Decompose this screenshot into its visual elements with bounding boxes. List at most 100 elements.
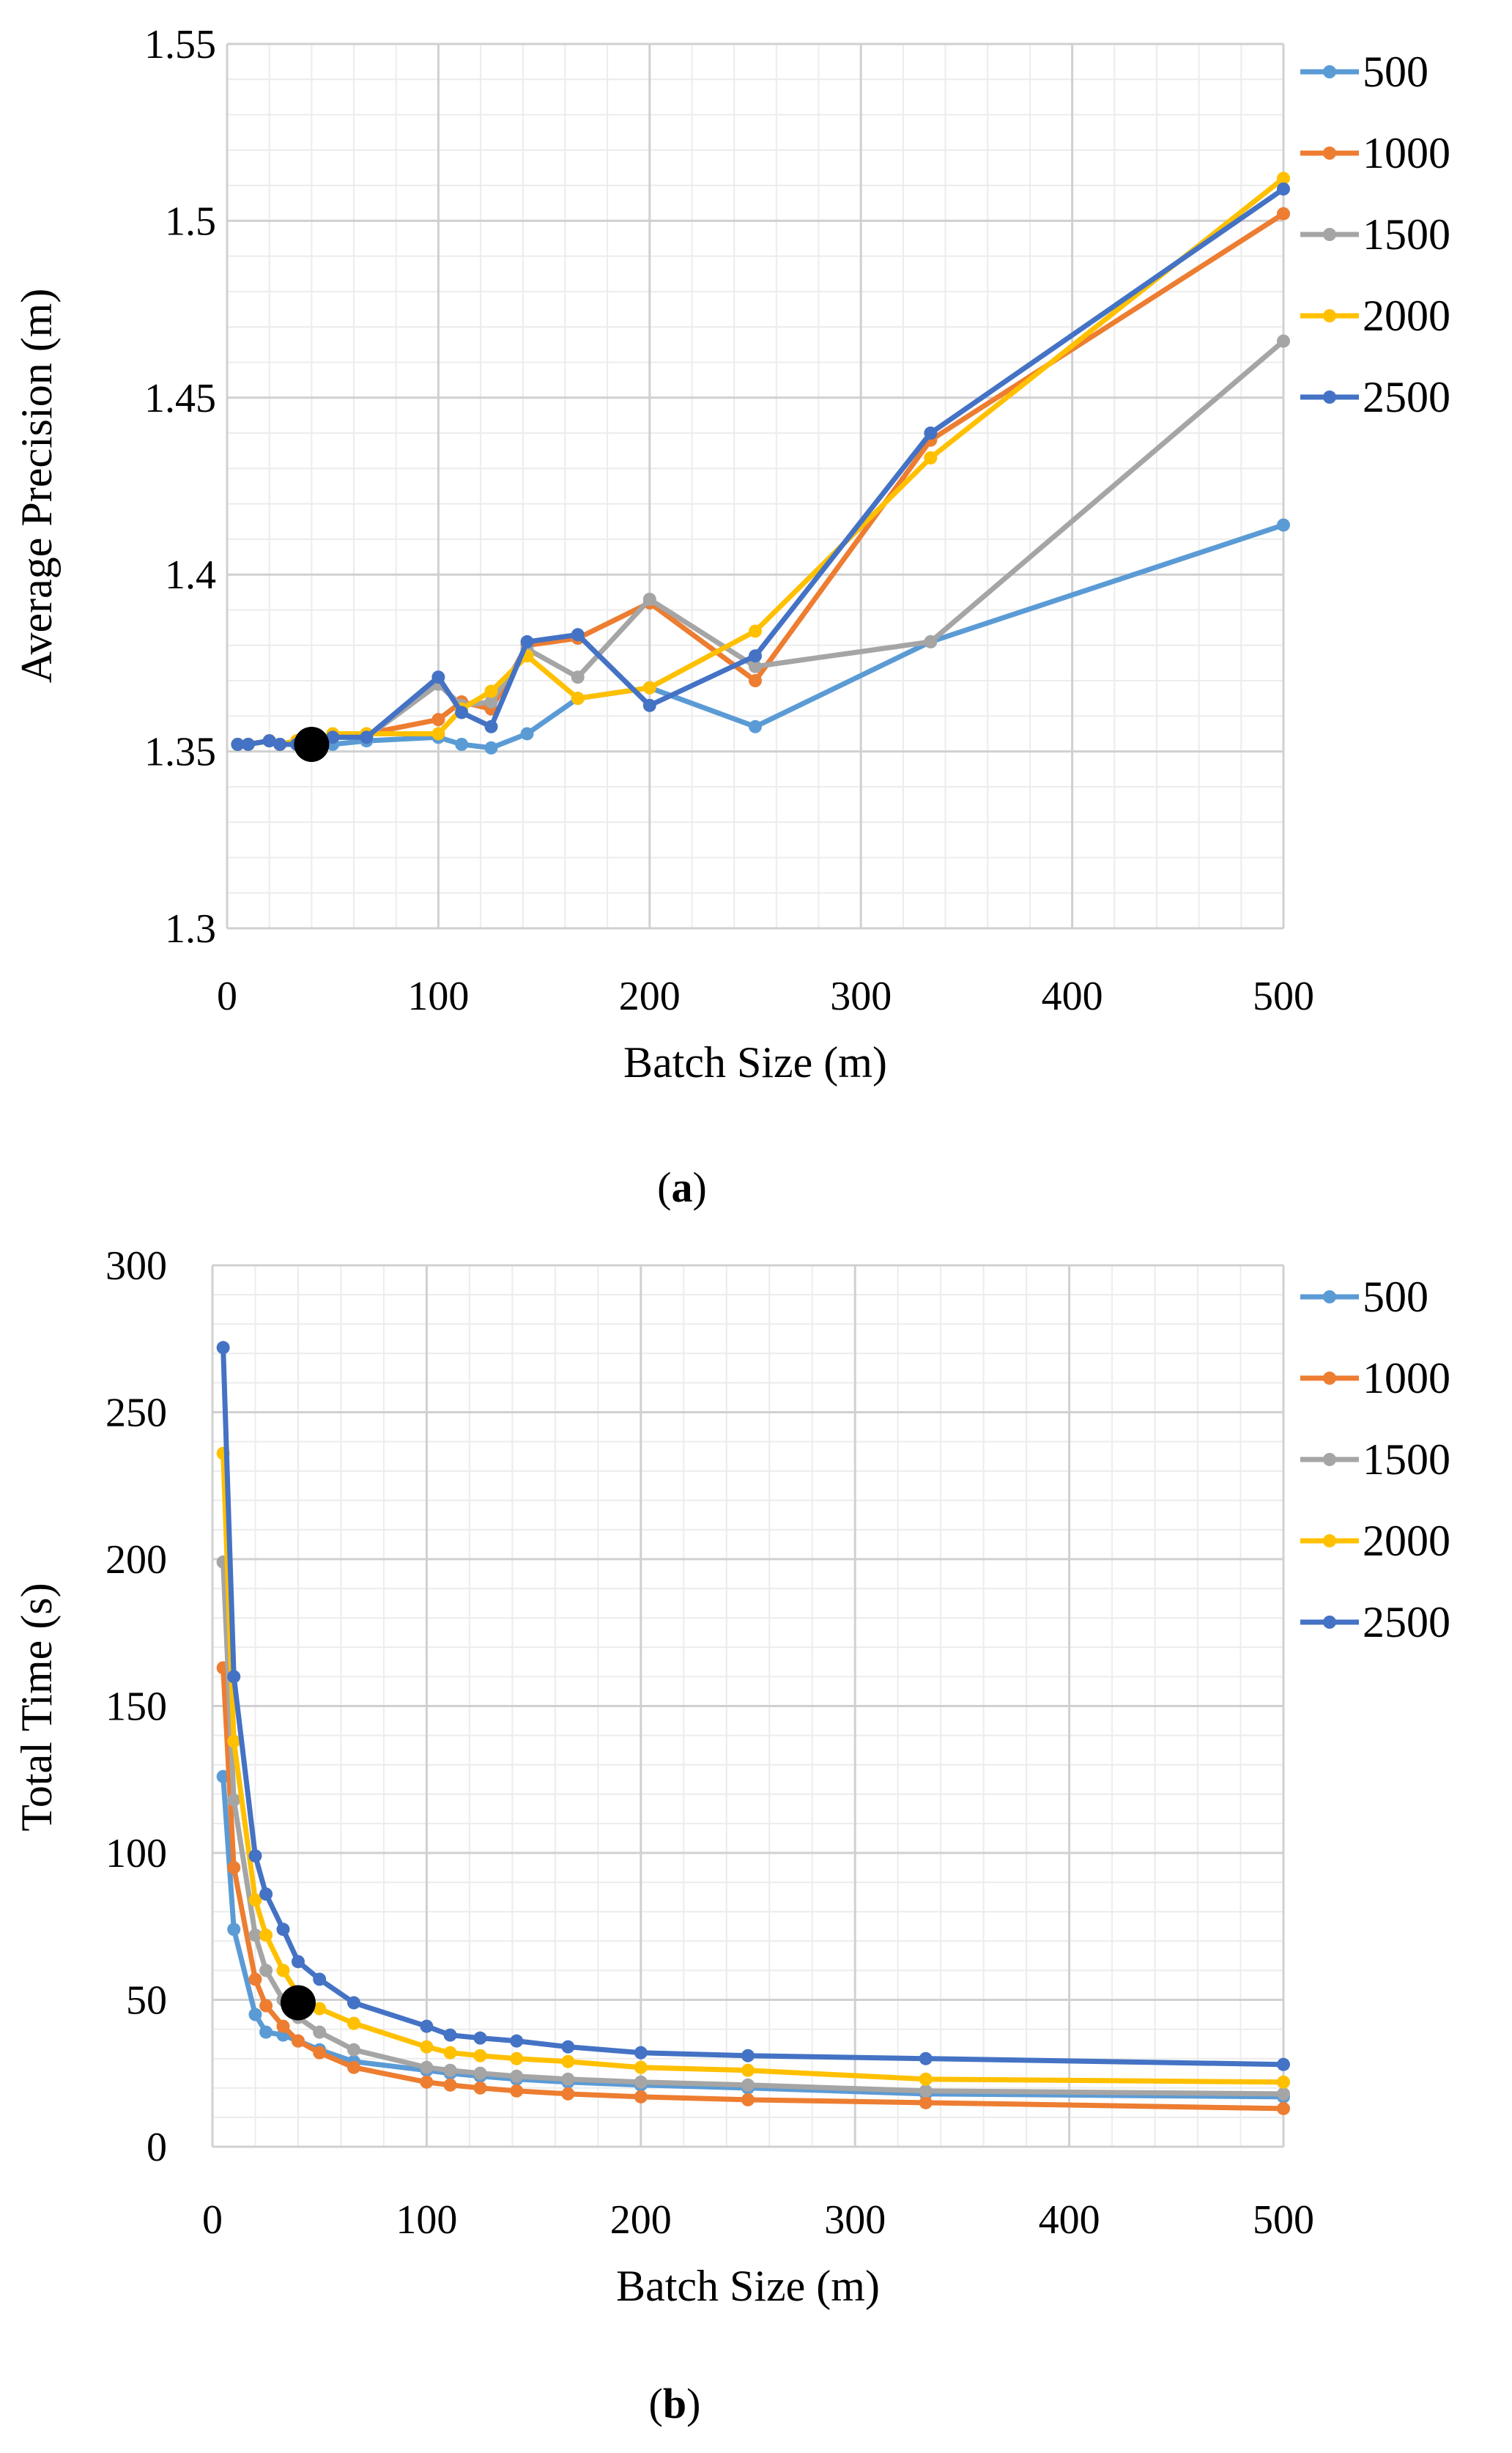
data-point: [259, 1964, 273, 1977]
data-point: [216, 1341, 230, 1355]
y-tick-label: 1.5: [165, 199, 216, 244]
data-point: [259, 1928, 273, 1942]
x-tick-label: 0: [217, 974, 237, 1019]
data-point: [443, 2078, 457, 2092]
data-point: [749, 659, 762, 673]
legend-swatch-marker: [1323, 1453, 1336, 1466]
data-point: [1277, 2057, 1290, 2071]
legend-item-2500: 2500: [1300, 1598, 1450, 1646]
data-point: [741, 2078, 755, 2092]
data-point: [919, 2072, 933, 2086]
data-point: [924, 451, 938, 465]
data-point: [313, 2046, 327, 2060]
data-point: [231, 737, 245, 751]
data-point: [473, 2081, 487, 2095]
data-point: [227, 1734, 241, 1748]
data-point: [571, 628, 585, 642]
x-axis-title: Batch Size (m): [623, 1038, 887, 1087]
data-point: [259, 2025, 273, 2039]
legend-label: 2000: [1363, 292, 1450, 340]
data-point: [634, 2075, 648, 2089]
data-point: [276, 1923, 290, 1936]
legend-item-2000: 2000: [1300, 1517, 1450, 1565]
data-point: [561, 2040, 575, 2054]
data-point: [1277, 2087, 1290, 2101]
data-point: [1277, 2075, 1290, 2089]
data-point: [473, 2049, 487, 2062]
data-point: [520, 727, 534, 741]
y-tick-label: 100: [105, 1831, 167, 1876]
data-point: [741, 2049, 755, 2062]
legend-swatch-marker: [1323, 147, 1336, 160]
data-point: [510, 2084, 524, 2098]
data-point: [919, 2051, 933, 2065]
series-line-1000: [220, 1665, 1286, 2112]
series-2000: [216, 1446, 1290, 2089]
legend-label: 500: [1363, 1273, 1428, 1321]
data-point: [248, 1893, 262, 1907]
data-point: [313, 2002, 327, 2016]
x-tick-label: 200: [619, 974, 681, 1019]
data-point: [634, 2090, 648, 2104]
panel-caption: (a): [657, 1163, 707, 1211]
data-point: [642, 592, 656, 606]
data-point: [291, 1955, 305, 1969]
legend-swatch-marker: [1323, 1290, 1336, 1303]
data-point: [227, 1861, 241, 1875]
data-point: [443, 2063, 457, 2077]
legend-item-2500: 2500: [1300, 373, 1450, 421]
data-point: [1277, 182, 1290, 196]
data-point: [227, 1923, 241, 1936]
x-axis-title: Batch Size (m): [616, 2262, 880, 2310]
series-1000: [216, 1661, 1290, 2115]
panel-a-chart: 0 100 200 300 400 500 1.3 1.35 1.4 1.45 1.5 1.55 Bat…: [12, 22, 1450, 1211]
x-tick-label: 400: [1039, 2197, 1100, 2243]
x-tick-label: 400: [1042, 974, 1103, 1019]
x-tick-label: 100: [407, 974, 469, 1019]
data-point: [520, 634, 534, 648]
x-tick-label: 200: [610, 2197, 672, 2243]
legend-swatch-marker: [1323, 1372, 1336, 1385]
data-point: [227, 1793, 241, 1807]
series-1500: [216, 1555, 1290, 2101]
data-point: [420, 2040, 434, 2054]
data-point: [248, 1972, 262, 1986]
data-point: [291, 2034, 305, 2048]
legend-label: 1500: [1363, 210, 1450, 259]
data-point: [420, 2019, 434, 2033]
data-point: [259, 1999, 273, 2013]
x-tick-label: 500: [1253, 974, 1314, 1019]
legend-item-1500: 1500: [1300, 1435, 1450, 1484]
legend-label: 2500: [1363, 1598, 1450, 1646]
series-line-2500: [234, 186, 1286, 747]
data-point: [484, 719, 498, 733]
highlight-point: [294, 726, 330, 762]
data-point: [571, 692, 585, 706]
y-tick-label: 50: [126, 1978, 167, 2024]
y-axis-title: Total Time (s): [12, 1583, 61, 1831]
data-point: [484, 741, 498, 755]
legend-swatch-marker: [1323, 1534, 1336, 1547]
data-point: [561, 2054, 575, 2068]
data-point: [642, 681, 656, 695]
data-point: [1277, 2101, 1290, 2115]
legend-item-2000: 2000: [1300, 292, 1450, 340]
data-point: [273, 737, 287, 751]
data-point: [313, 2025, 327, 2039]
data-point: [313, 1972, 327, 1986]
series-line-2000: [220, 1451, 1286, 2085]
y-tick-label: 0: [147, 2125, 167, 2170]
legend-item-1000: 1000: [1300, 129, 1450, 177]
data-point: [741, 2063, 755, 2077]
data-point: [360, 730, 374, 744]
data-point: [455, 706, 469, 719]
data-point: [484, 684, 498, 698]
data-point: [924, 426, 938, 440]
data-point: [473, 2031, 487, 2045]
data-point: [431, 713, 445, 727]
data-point: [241, 737, 255, 751]
data-point: [749, 719, 762, 733]
x-tick-label: 100: [396, 2197, 457, 2243]
data-point: [1277, 207, 1290, 221]
series-line-500: [220, 1774, 1286, 2100]
